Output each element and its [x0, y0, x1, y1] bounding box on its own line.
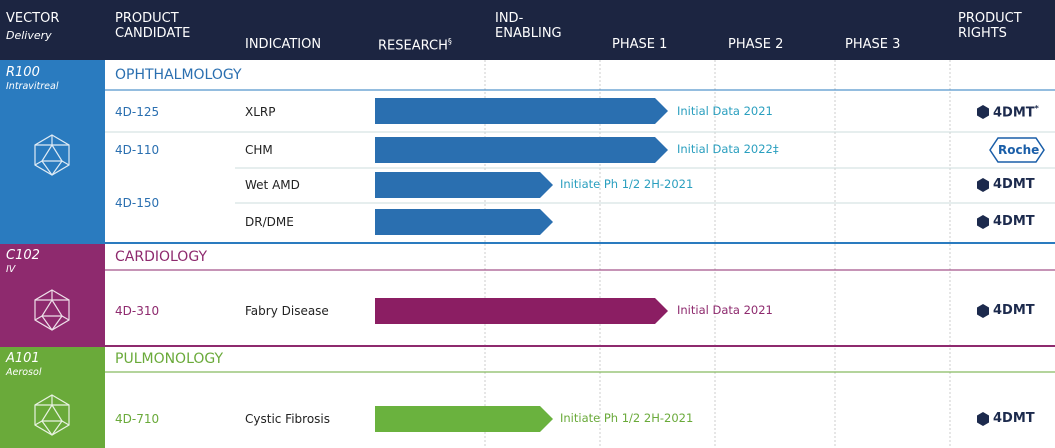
col-header: CANDIDATE — [115, 26, 191, 41]
text: 4DMT — [993, 105, 1035, 121]
delivery: Intravitreal — [6, 81, 59, 92]
delivery: Aerosol — [6, 367, 42, 378]
rights: 4DMT* — [993, 104, 1039, 121]
vector: A101 — [6, 351, 40, 366]
area: PULMONOLOGY — [115, 351, 224, 367]
vector: R100 — [6, 65, 40, 80]
area: OPHTHALMOLOGY — [115, 67, 242, 83]
row-lines — [0, 89, 1055, 373]
candidate: 4D-110 — [115, 143, 160, 157]
col-header: INDICATION — [245, 37, 322, 52]
rights: 4DMT — [993, 303, 1035, 318]
vector-cell — [0, 60, 105, 243]
col-header: RIGHTS — [958, 26, 1007, 41]
rights: 4DMT — [993, 411, 1035, 426]
header-bg — [0, 0, 1055, 60]
col-header: IND- — [495, 11, 524, 26]
col-header: ENABLING — [495, 26, 562, 41]
column-lines — [484, 60, 951, 448]
indication: Fabry Disease — [245, 304, 329, 318]
col-header: PHASE 2 — [728, 37, 784, 52]
indication: CHM — [245, 143, 273, 157]
area: CARDIOLOGY — [115, 249, 208, 265]
col-header: PRODUCT — [958, 11, 1022, 26]
rights: 4DMT — [993, 177, 1035, 192]
milestone: Initial Data 2022‡ — [677, 142, 779, 156]
footnote-mark: * — [1034, 104, 1039, 113]
vector-icons — [34, 134, 70, 436]
col-header: PHASE 1 — [612, 37, 668, 52]
candidate: 4D-150 — [115, 196, 160, 210]
footnote-mark: § — [447, 37, 452, 46]
milestone: Initiate Ph 1/2 2H-2021 — [560, 177, 694, 191]
candidate: 4D-710 — [115, 412, 160, 426]
col-header: PHASE 3 — [845, 37, 901, 52]
milestone: Initial Data 2021 — [677, 104, 773, 118]
milestone: Initial Data 2021 — [677, 303, 773, 317]
rights-icons — [977, 105, 1045, 426]
indication: XLRP — [245, 105, 276, 119]
vector: C102 — [6, 248, 40, 263]
milestone: Initiate Ph 1/2 2H-2021 — [560, 411, 694, 425]
col-header: PRODUCT — [115, 11, 179, 26]
col-header: VECTOR — [6, 11, 60, 26]
col-header: RESEARCH§ — [378, 37, 452, 54]
rights: 4DMT — [993, 214, 1035, 229]
delivery: IV — [6, 264, 16, 275]
rights: Roche — [998, 143, 1040, 157]
progress-bars — [375, 98, 668, 432]
candidate: 4D-125 — [115, 105, 160, 119]
text: RESEARCH — [378, 38, 448, 54]
indication: Cystic Fibrosis — [245, 412, 331, 426]
candidate: 4D-310 — [115, 304, 160, 318]
col-subheader: Delivery — [6, 29, 52, 42]
indication: Wet AMD — [245, 178, 300, 192]
indication: DR/DME — [245, 215, 294, 229]
